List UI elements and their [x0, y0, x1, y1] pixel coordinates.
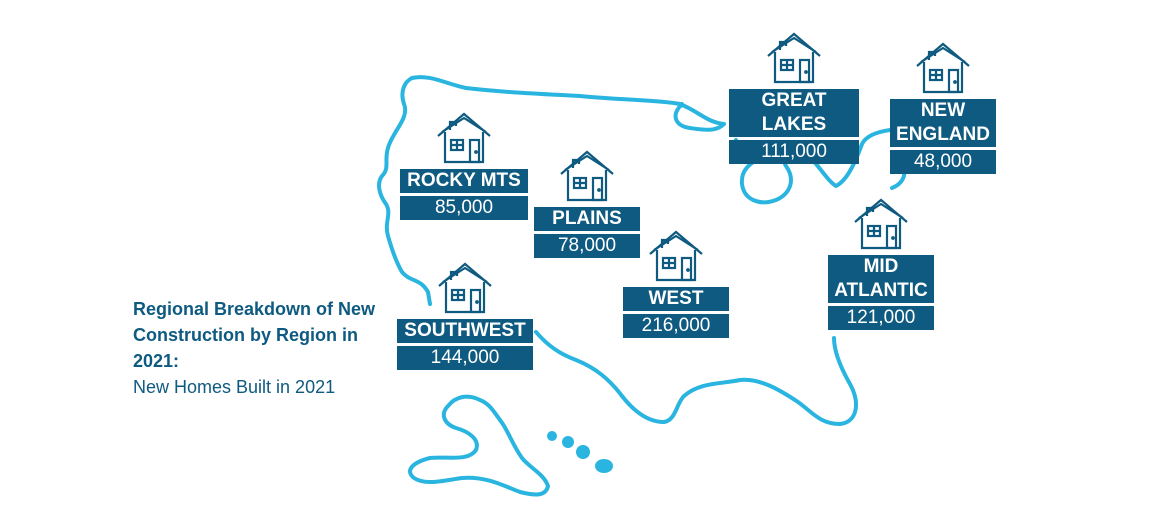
region-value-southwest: 144,000 [397, 346, 533, 370]
caption-title: Regional Breakdown of New Construction b… [133, 299, 376, 371]
region-name-west: WEST [623, 287, 729, 311]
house-icon [916, 42, 970, 94]
region-mid-atlantic: MID ATLANTIC 121,000 [828, 196, 934, 330]
house-icon [854, 198, 908, 250]
region-value-great-lakes: 111,000 [729, 140, 859, 164]
region-name-southwest: SOUTHWEST [397, 319, 533, 343]
region-name-rocky-mts: ROCKY MTS [400, 169, 528, 193]
region-value-mid-atlantic: 121,000 [828, 306, 934, 330]
caption-subtitle: New Homes Built in 2021 [133, 377, 336, 397]
house-icon [560, 150, 614, 202]
house-icon [767, 32, 821, 84]
region-great-lakes: GREAT LAKES 111,000 [729, 30, 859, 164]
region-value-rocky-mts: 85,000 [400, 196, 528, 220]
house-icon [438, 262, 492, 314]
region-rocky-mts: ROCKY MTS 85,000 [400, 110, 528, 220]
chart-caption: Regional Breakdown of New Construction b… [133, 296, 393, 400]
region-name-plains: PLAINS [534, 207, 640, 231]
region-value-plains: 78,000 [534, 234, 640, 258]
region-value-west: 216,000 [623, 314, 729, 338]
region-west: WEST 216,000 [623, 228, 729, 338]
region-name-mid-atlantic: MID ATLANTIC [828, 255, 934, 303]
region-southwest: SOUTHWEST 144,000 [397, 260, 533, 370]
house-icon [437, 112, 491, 164]
region-name-new-england: NEW ENGLAND [890, 99, 996, 147]
region-new-england: NEW ENGLAND 48,000 [890, 40, 996, 174]
region-value-new-england: 48,000 [890, 150, 996, 174]
region-plains: PLAINS 78,000 [534, 148, 640, 258]
region-name-great-lakes: GREAT LAKES [729, 89, 859, 137]
house-icon [649, 230, 703, 282]
